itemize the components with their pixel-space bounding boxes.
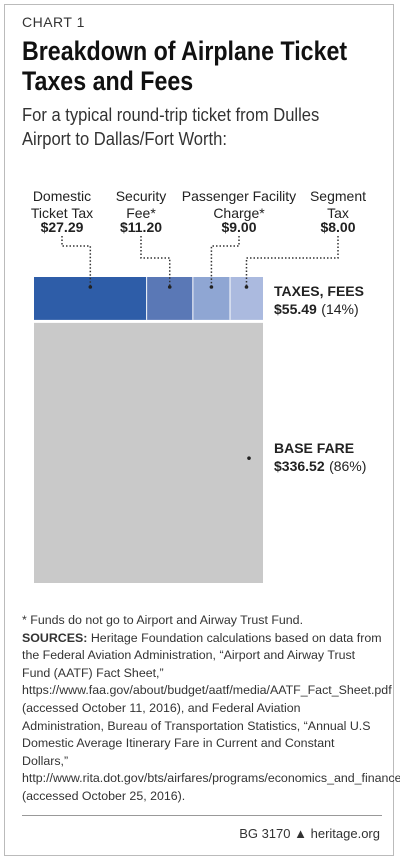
- tax-segment: [146, 277, 193, 320]
- footnote: * Funds do not go to Airport and Airway …: [22, 613, 304, 627]
- leader-line: [140, 236, 171, 287]
- leader-dot: [209, 285, 214, 289]
- group-value-label: $55.49: [274, 301, 317, 317]
- group-value: $55.49 (14%): [274, 301, 359, 319]
- category-label: Passenger Facility Charge*: [181, 188, 297, 221]
- footer-site: heritage.org: [310, 826, 380, 841]
- leader-line: [210, 236, 240, 287]
- leader-dot: [247, 456, 251, 460]
- tax-segment: [34, 277, 147, 320]
- notes: * Funds do not go to Airport and Airway …: [22, 612, 400, 806]
- group-name: TAXES, FEES: [274, 283, 364, 299]
- category-label: Segment Tax: [309, 188, 367, 221]
- sources-text: Heritage Foundation calculations based o…: [22, 630, 400, 803]
- category-label: Domestic Ticket Tax: [30, 188, 94, 221]
- value-label: $9.00: [221, 219, 257, 235]
- leader-dot: [167, 285, 172, 289]
- group-share-label: (14%): [321, 301, 359, 317]
- chart-label: CHART 1: [22, 14, 85, 30]
- value-label: $27.29: [40, 219, 84, 235]
- leader-line: [61, 236, 92, 287]
- group-value: $336.52 (86%): [274, 458, 366, 476]
- footer: BG 3170 ▲ heritage.org: [239, 826, 380, 841]
- group-share-label: (86%): [329, 458, 367, 475]
- tax-segment: [192, 277, 230, 320]
- value-label: $8.00: [320, 219, 356, 235]
- chart-subtitle: For a typical round-trip ticket from Dul…: [22, 105, 320, 149]
- chart-title: Breakdown of Airplane Ticket Taxes and F…: [22, 36, 348, 96]
- category-label: Security Fee*: [115, 188, 167, 221]
- frame: [4, 4, 394, 856]
- sources-label: SOURCES:: [22, 630, 88, 645]
- base-fare-block: [34, 322, 263, 583]
- footer-code: BG 3170: [239, 826, 291, 841]
- leader-dot: [88, 285, 93, 289]
- rule: [22, 815, 382, 816]
- group-value-label: $336.52: [274, 458, 325, 475]
- sources: SOURCES: Heritage Foundation calculation…: [22, 630, 400, 806]
- leader-dot: [244, 285, 249, 289]
- group-name: BASE FARE: [274, 440, 355, 457]
- value-label: $11.20: [119, 219, 163, 235]
- leader-line: [245, 236, 339, 287]
- chart: [34, 236, 339, 583]
- tax-segment: [229, 277, 263, 320]
